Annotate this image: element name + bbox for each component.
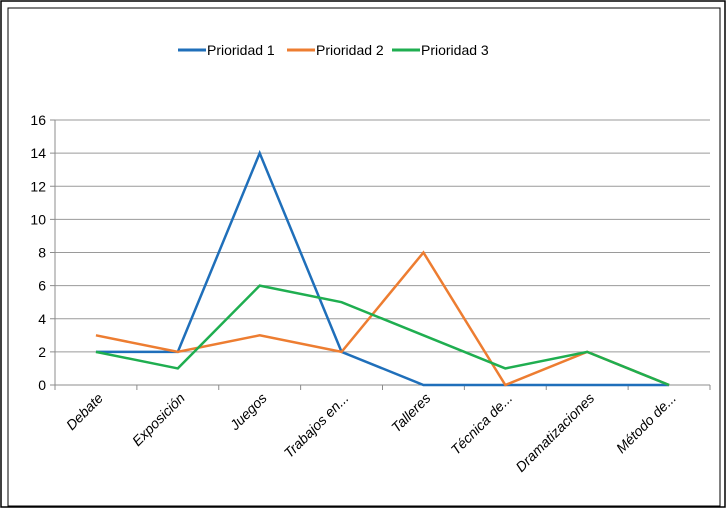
series-line-prioridad-3	[95, 284, 670, 387]
y-axis: 0 2 4 6 8 10 12 14 16	[30, 112, 56, 393]
y-tick-label: 16	[30, 112, 46, 128]
y-tick-label: 10	[30, 211, 46, 227]
series-line-prioridad-1	[95, 149, 670, 387]
y-tick-label: 12	[30, 178, 46, 194]
y-tick-label: 14	[30, 145, 46, 161]
inner-border	[7, 7, 721, 507]
y-tick-label: 4	[38, 311, 46, 327]
series-layer	[95, 149, 670, 387]
legend-label: Prioridad 2	[316, 42, 384, 58]
y-tick-label: 8	[38, 245, 46, 261]
y-tick-label: 2	[38, 344, 46, 360]
legend: Prioridad 1 Prioridad 2 Prioridad 3	[178, 42, 489, 58]
legend-label: Prioridad 1	[207, 42, 275, 58]
legend-label: Prioridad 3	[421, 42, 489, 58]
series-line-prioridad-2	[95, 250, 670, 387]
y-tick-label: 0	[38, 377, 46, 393]
y-tick-label: 6	[38, 278, 46, 294]
